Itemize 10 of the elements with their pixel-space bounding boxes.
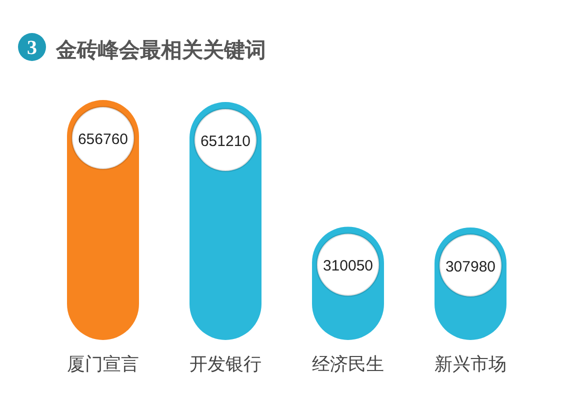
data-label: 656760 xyxy=(78,131,128,148)
data-label: 310050 xyxy=(322,258,374,275)
data-label: 307980 xyxy=(445,258,496,276)
x-tick-label: 新兴市场 xyxy=(434,354,506,375)
x-tick-label: 厦门宣言 xyxy=(67,354,139,375)
chart-title: 金砖峰会最相关关键词 xyxy=(55,38,266,62)
x-tick-label: 开发银行 xyxy=(190,354,262,375)
data-label: 651210 xyxy=(200,133,251,150)
text: 3 xyxy=(27,37,37,59)
x-tick-label: 经济民生 xyxy=(312,354,384,375)
